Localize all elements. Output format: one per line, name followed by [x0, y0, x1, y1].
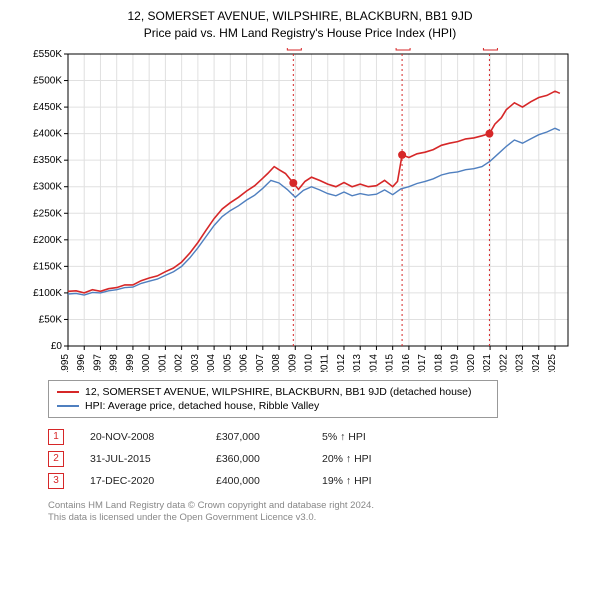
marker-pct: 19% ↑ HPI — [322, 475, 412, 487]
svg-text:2: 2 — [400, 48, 406, 50]
marker-date: 17-DEC-2020 — [90, 475, 190, 487]
svg-text:2003: 2003 — [190, 353, 201, 371]
svg-text:2002: 2002 — [174, 353, 185, 371]
svg-text:2025: 2025 — [547, 353, 558, 371]
svg-text:2011: 2011 — [320, 353, 331, 371]
marker-pct: 5% ↑ HPI — [322, 431, 412, 443]
svg-text:1: 1 — [292, 48, 298, 50]
marker-price: £360,000 — [216, 453, 296, 465]
marker-price: £400,000 — [216, 475, 296, 487]
svg-text:2013: 2013 — [352, 353, 363, 371]
legend-label-hpi: HPI: Average price, detached house, Ribb… — [85, 400, 319, 412]
svg-text:2001: 2001 — [157, 353, 168, 371]
svg-text:2015: 2015 — [385, 353, 396, 371]
svg-text:£400K: £400K — [33, 128, 62, 139]
legend-swatch-hpi — [57, 405, 79, 407]
svg-text:2008: 2008 — [271, 353, 282, 371]
marker-date: 20-NOV-2008 — [90, 431, 190, 443]
marker-row: 1 20-NOV-2008 £307,000 5% ↑ HPI — [48, 426, 592, 448]
title-line-2: Price paid vs. HM Land Registry's House … — [8, 25, 592, 42]
svg-text:1997: 1997 — [92, 353, 103, 371]
svg-text:2022: 2022 — [498, 353, 509, 371]
legend-row-hpi: HPI: Average price, detached house, Ribb… — [57, 399, 489, 413]
marker-date: 31-JUL-2015 — [90, 453, 190, 465]
svg-text:2016: 2016 — [401, 353, 412, 371]
footer-line-1: Contains HM Land Registry data © Crown c… — [48, 500, 592, 513]
marker-row: 3 17-DEC-2020 £400,000 19% ↑ HPI — [48, 470, 592, 492]
chart-container: £0 £50K £100K £150K £200K £250K £300K £350K £400… — [14, 48, 592, 372]
svg-text:2017: 2017 — [417, 353, 428, 371]
svg-text:1999: 1999 — [125, 353, 136, 371]
svg-text:2007: 2007 — [255, 353, 266, 371]
svg-text:£350K: £350K — [33, 155, 62, 166]
price-chart: £0 £50K £100K £150K £200K £250K £300K £350K £400… — [14, 48, 574, 372]
svg-text:2024: 2024 — [531, 353, 542, 371]
svg-text:£550K: £550K — [33, 49, 62, 60]
svg-text:£300K: £300K — [33, 181, 62, 192]
marker-row: 2 31-JUL-2015 £360,000 20% ↑ HPI — [48, 448, 592, 470]
footer: Contains HM Land Registry data © Crown c… — [48, 500, 592, 526]
legend-swatch-property — [57, 391, 79, 393]
svg-text:2018: 2018 — [433, 353, 444, 371]
svg-text:2020: 2020 — [466, 353, 477, 371]
svg-text:£500K: £500K — [33, 75, 62, 86]
chart-title-block: 12, SOMERSET AVENUE, WILPSHIRE, BLACKBUR… — [8, 8, 592, 42]
svg-text:£50K: £50K — [39, 314, 63, 325]
title-line-1: 12, SOMERSET AVENUE, WILPSHIRE, BLACKBUR… — [8, 8, 592, 25]
marker-number-box: 2 — [48, 451, 64, 467]
svg-text:2014: 2014 — [368, 353, 379, 371]
marker-price: £307,000 — [216, 431, 296, 443]
svg-text:£0: £0 — [51, 341, 63, 352]
svg-text:2006: 2006 — [239, 353, 250, 371]
marker-pct: 20% ↑ HPI — [322, 453, 412, 465]
legend-label-property: 12, SOMERSET AVENUE, WILPSHIRE, BLACKBUR… — [85, 386, 472, 398]
svg-text:2005: 2005 — [222, 353, 233, 371]
svg-text:1998: 1998 — [109, 353, 120, 371]
svg-text:£250K: £250K — [33, 208, 62, 219]
svg-text:£450K: £450K — [33, 102, 62, 113]
svg-text:2023: 2023 — [515, 353, 526, 371]
svg-text:2009: 2009 — [287, 353, 298, 371]
legend-row-property: 12, SOMERSET AVENUE, WILPSHIRE, BLACKBUR… — [57, 385, 489, 399]
footer-line-2: This data is licensed under the Open Gov… — [48, 512, 592, 525]
svg-text:1996: 1996 — [76, 353, 87, 371]
svg-text:3: 3 — [488, 48, 494, 50]
marker-number-box: 1 — [48, 429, 64, 445]
svg-text:2019: 2019 — [450, 353, 461, 371]
svg-text:2004: 2004 — [206, 353, 217, 371]
svg-text:£200K: £200K — [33, 234, 62, 245]
marker-number-box: 3 — [48, 473, 64, 489]
markers-table: 1 20-NOV-2008 £307,000 5% ↑ HPI 2 31-JUL-2015… — [48, 426, 592, 492]
svg-text:2000: 2000 — [141, 353, 152, 371]
svg-text:£100K: £100K — [33, 288, 62, 299]
svg-text:1995: 1995 — [60, 353, 71, 371]
legend: 12, SOMERSET AVENUE, WILPSHIRE, BLACKBUR… — [48, 380, 498, 418]
svg-text:2012: 2012 — [336, 353, 347, 371]
svg-text:2010: 2010 — [304, 353, 315, 371]
svg-text:£150K: £150K — [33, 261, 62, 272]
svg-text:2021: 2021 — [482, 353, 493, 371]
